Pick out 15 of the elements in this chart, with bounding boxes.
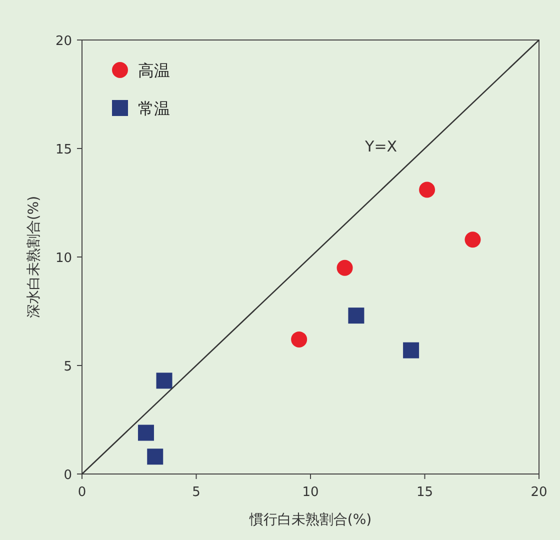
x-tick-label: 10 xyxy=(302,485,319,500)
y-tick-label: 15 xyxy=(55,142,72,158)
y-tick-label: 0 xyxy=(64,468,72,483)
y-tick-label: 10 xyxy=(55,251,72,266)
y-tick-label: 20 xyxy=(55,34,72,49)
legend-label: 高温 xyxy=(138,61,170,80)
x-axis-title: 慣行白未熟割合(%) xyxy=(248,512,372,528)
x-tick-label: 20 xyxy=(530,485,548,500)
y-axis-title: 深水白未熟割合(%) xyxy=(26,196,42,318)
x-tick-label: 15 xyxy=(416,485,434,500)
legend-label: 常温 xyxy=(138,99,170,118)
series-label: Y=X xyxy=(364,138,398,156)
y-tick-label: 5 xyxy=(64,360,72,374)
x-tick-label: 0 xyxy=(78,485,86,500)
x-tick-label: 5 xyxy=(192,485,200,500)
